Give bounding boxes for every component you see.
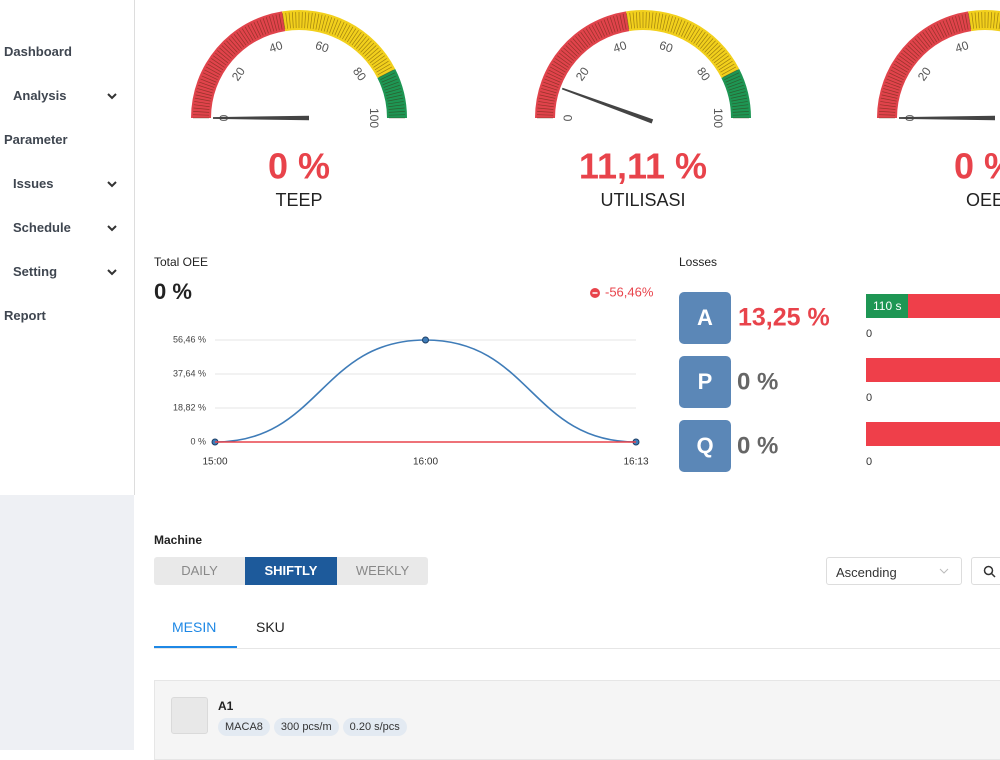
gauge-band [535, 11, 629, 118]
machine-name: A1 [218, 699, 233, 713]
y-tick-label: 18,82 % [173, 402, 206, 412]
period-button[interactable]: SHIFTLY [245, 557, 337, 585]
x-tick-label: 0 [866, 392, 872, 404]
gauge-value: 0 % [268, 146, 330, 187]
gauge-tick-label: 80 [694, 64, 713, 83]
loss-value: 13,25 % [738, 304, 830, 332]
period-button[interactable]: WEEKLY [337, 557, 428, 585]
select-arrow [939, 567, 949, 575]
panel-title: Losses [679, 255, 717, 269]
gauge-tick-label: 20 [915, 64, 934, 83]
loss-letter: P [698, 369, 713, 394]
gauge-tick-label: 20 [229, 64, 248, 83]
gauge-tick-label: 40 [611, 38, 628, 56]
loss-letter: A [697, 305, 713, 330]
x-tick-label: 16:13 [623, 457, 648, 468]
gauge-label: TEEP [275, 190, 322, 210]
gauge-value: 0 % [954, 146, 1000, 187]
x-tick-label: 0 [866, 456, 872, 468]
gauge-tick-label: 0 [561, 114, 575, 121]
period-button[interactable]: DAILY [154, 557, 245, 585]
tab[interactable]: MESIN [172, 619, 216, 635]
y-tick-label: 56,46 % [173, 334, 206, 344]
gauge-label: UTILISASI [600, 190, 685, 210]
x-tick-label: 0 [866, 328, 872, 340]
gauge-tick-label: 60 [314, 38, 331, 56]
gauge-band [877, 11, 971, 118]
loss-letter: Q [696, 433, 713, 458]
tag: MACA8 [218, 718, 270, 736]
line-series [215, 340, 636, 442]
gauge-band [191, 11, 285, 118]
panel-title: Total OEE [154, 255, 208, 269]
y-tick-label: 37,64 % [173, 368, 206, 378]
loss-bar-track [866, 422, 1000, 446]
x-tick-label: 15:00 [202, 457, 227, 468]
loss-value: 0 % [737, 368, 778, 395]
gauge-tick-label: 40 [953, 38, 970, 56]
y-tick-label: 0 % [190, 436, 206, 446]
machine-title: Machine [154, 533, 202, 547]
tag: 300 pcs/m [274, 718, 339, 736]
gauge-band [721, 69, 751, 118]
gauge-tick-label: 40 [267, 38, 284, 56]
gauge-tick-label: 20 [573, 64, 592, 83]
total-value: 0 % [154, 279, 192, 304]
x-tick-label: 16:00 [413, 457, 438, 468]
tag: 0.20 s/pcs [343, 718, 407, 736]
point-marker [423, 337, 429, 343]
sort-value: Ascending [836, 565, 897, 580]
gauge-band [377, 69, 407, 118]
dashboard-charts: 0 20 40 60 80 100 0 % TEEP 0 20 40 60 80 100 11,11 % UT… [0, 0, 1000, 500]
gauge-tick-label: 80 [350, 64, 369, 83]
tab[interactable]: SKU [256, 619, 285, 635]
loss-bar-label: 110 s [873, 299, 901, 313]
loss-value: 0 % [737, 432, 778, 459]
gauge-label: OEE [966, 190, 1000, 210]
change-value: -56,46% [605, 284, 654, 299]
gauge-tick-label: 100 [367, 108, 381, 128]
gauge-needle [562, 88, 653, 124]
sort-select[interactable]: Ascending [826, 557, 962, 585]
loss-bar-track [866, 358, 1000, 382]
search-button[interactable] [971, 557, 1000, 585]
tab-divider [154, 648, 1000, 649]
gauge-tick-label: 60 [658, 38, 675, 56]
machine-image [171, 697, 208, 734]
tab-underline [154, 646, 237, 648]
gauge-tick-label: 100 [711, 108, 725, 128]
gauge-value: 11,11 % [579, 146, 707, 187]
search-icon [983, 565, 997, 579]
